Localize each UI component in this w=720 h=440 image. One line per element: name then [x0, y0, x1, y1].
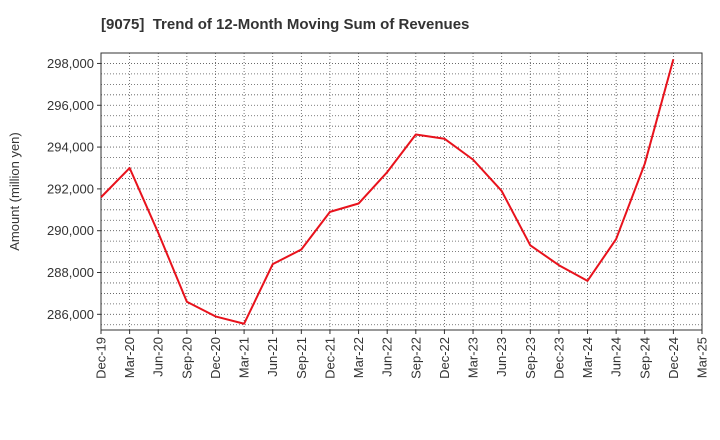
x-tick-label: Mar-25	[695, 337, 710, 378]
x-tick-label: Dec-21	[322, 337, 337, 379]
y-tick-label: 290,000	[47, 223, 94, 238]
y-tick-label: 288,000	[47, 265, 94, 280]
x-tick-label: Sep-20	[179, 337, 194, 379]
y-axis-label: Amount (million yen)	[7, 132, 22, 251]
y-tick-label: 286,000	[47, 307, 94, 322]
series-lines	[100, 59, 675, 325]
grid-lines	[100, 52, 703, 330]
x-tick-label: Dec-22	[437, 337, 452, 379]
y-tick-label: 294,000	[47, 140, 94, 155]
plot-area-frame	[100, 52, 703, 331]
y-axis-ticks: 286,000 288,000 290,000 292,000 294,000 296,0…	[47, 56, 101, 322]
y-tick-label: 296,000	[47, 98, 94, 113]
x-tick-label: Sep-23	[523, 337, 538, 379]
x-tick-label: Sep-21	[294, 337, 309, 379]
x-tick-label: Jun-22	[380, 337, 395, 377]
chart-title: [9075] Trend of 12-Month Moving Sum of R…	[101, 16, 470, 33]
x-tick-label: Mar-22	[351, 337, 366, 378]
series-line	[100, 59, 675, 325]
x-tick-label: Jun-23	[494, 337, 509, 377]
x-tick-label: Sep-22	[408, 337, 423, 379]
x-tick-label: Dec-20	[208, 337, 223, 379]
x-tick-label: Dec-23	[551, 337, 566, 379]
x-tick-label: Mar-21	[237, 337, 252, 378]
x-tick-label: Mar-24	[580, 337, 595, 378]
x-tick-label: Mar-20	[122, 337, 137, 378]
x-tick-label: Mar-23	[466, 337, 481, 378]
x-tick-label: Jun-21	[265, 337, 280, 377]
x-tick-label: Dec-19	[94, 337, 109, 379]
y-tick-label: 298,000	[47, 56, 94, 71]
y-tick-label: 292,000	[47, 181, 94, 196]
x-tick-label: Jun-20	[151, 337, 166, 377]
x-tick-label: Dec-24	[666, 337, 681, 379]
x-tick-label: Jun-24	[609, 337, 624, 377]
x-axis-ticks: Dec-19 Mar-20 Jun-20 Sep-20 Dec-20 Mar-21 Jun-…	[94, 330, 710, 379]
x-tick-label: Sep-24	[637, 337, 652, 379]
